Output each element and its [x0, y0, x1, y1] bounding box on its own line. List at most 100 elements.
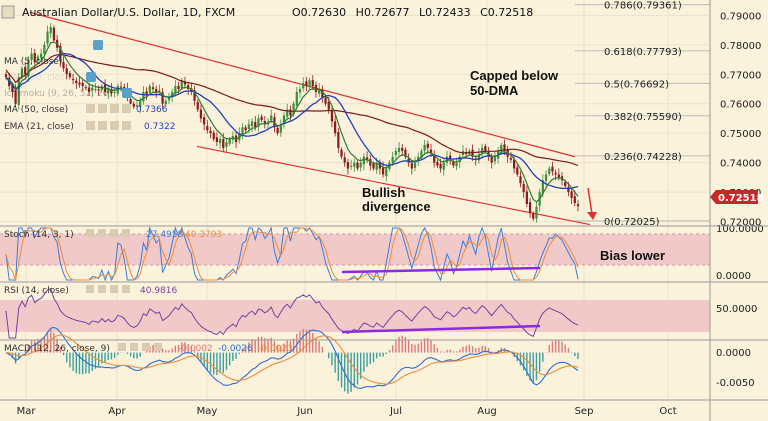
- candle-body: [193, 90, 196, 101]
- rsi-label[interactable]: RSI (14, close): [4, 286, 69, 296]
- candle-body: [270, 115, 273, 121]
- candle-body: [180, 80, 183, 88]
- candle-body: [528, 202, 532, 213]
- collapse-icon[interactable]: [1, 5, 15, 19]
- time-tick-label: Oct: [659, 406, 676, 417]
- candle-body: [151, 87, 155, 89]
- stoch-d-line: [5, 227, 579, 282]
- eye-icon[interactable]: [86, 229, 130, 237]
- macd-signal-value: -0.0023: [258, 344, 293, 354]
- candle-body: [570, 191, 573, 199]
- candle-body: [385, 168, 388, 177]
- candle-body: [576, 204, 580, 207]
- fib-label: 0.382(0.75590): [604, 112, 682, 123]
- candle-body: [381, 167, 385, 175]
- annotation-divergence: divergence: [362, 199, 431, 214]
- low-value: 0.72433: [425, 6, 471, 19]
- candle-body: [27, 59, 30, 77]
- candle-body: [337, 132, 340, 148]
- channel-lower-line[interactable]: [196, 145, 591, 226]
- eye-icon[interactable]: [118, 343, 162, 351]
- candle-body: [436, 162, 439, 166]
- candle-body: [91, 87, 94, 91]
- candle-body: [340, 149, 343, 157]
- macd-tick-label: 0.0000: [716, 348, 751, 359]
- candle-body: [254, 121, 257, 128]
- eye-icon[interactable]: [86, 104, 131, 130]
- candle-body: [49, 27, 52, 34]
- stoch-k-value: 27.4958: [146, 230, 183, 240]
- macd-hist-value: -0.0002: [178, 344, 213, 354]
- candle-body: [375, 162, 378, 170]
- price-tick-label: 0.76000: [720, 100, 761, 111]
- candle-body: [228, 139, 231, 144]
- candle-body: [302, 83, 305, 89]
- candle-body: [4, 74, 8, 78]
- candle-body: [196, 101, 199, 110]
- candle-body: [43, 44, 46, 54]
- candle-body: [174, 86, 177, 94]
- candle-body: [199, 109, 203, 119]
- candle-body: [327, 101, 330, 110]
- close-label: C: [480, 6, 488, 19]
- candle-body: [308, 80, 311, 88]
- ma200-line: [5, 54, 579, 167]
- candle-body: [334, 121, 337, 134]
- candle-body: [423, 144, 426, 151]
- candle-body: [369, 159, 372, 166]
- rsi-band: [0, 300, 710, 332]
- candle-body: [541, 180, 544, 194]
- candle-body: [87, 87, 91, 92]
- legend-ichimoku[interactable]: Ichimoku (9, 26, 52, 26): [4, 89, 112, 99]
- candle-body: [417, 156, 420, 161]
- macd-label[interactable]: MACD (12, 26, close, 9): [4, 344, 110, 354]
- candle-body: [97, 89, 100, 91]
- legend-ema21[interactable]: EMA (21, close): [4, 122, 74, 132]
- macd-signal-line: [5, 334, 579, 385]
- settings-icon[interactable]: [86, 40, 132, 98]
- candle-body: [481, 147, 484, 154]
- stoch-label[interactable]: Stoch (14, 3, 1): [4, 230, 74, 240]
- candle-body: [142, 91, 145, 102]
- candle-body: [557, 174, 560, 178]
- eye-icon[interactable]: [86, 285, 130, 293]
- candle-body: [391, 156, 394, 163]
- candle-body: [401, 147, 404, 151]
- candle-body: [78, 82, 81, 85]
- candle-body: [346, 162, 350, 169]
- legend-ma50-value: 0.7366: [136, 105, 168, 115]
- candle-body: [477, 153, 481, 161]
- candle-body: [567, 186, 570, 193]
- candle-body: [222, 139, 225, 148]
- candle-body: [500, 144, 503, 152]
- candle-body: [84, 87, 88, 89]
- candle-body: [247, 124, 250, 130]
- legend-ma200[interactable]: MA (200, close): [4, 73, 74, 83]
- candle-body: [177, 86, 180, 89]
- candle-body: [59, 45, 62, 61]
- fibonacci-levels[interactable]: 0.786(0.79361) 0.618(0.77793) 0.5(0.76692)…: [575, 1, 710, 228]
- candle-body: [282, 115, 286, 123]
- price-tick-label: 0.78000: [720, 41, 761, 52]
- stoch-band: [0, 234, 710, 265]
- candle-body: [279, 124, 282, 133]
- candle-body: [551, 166, 554, 172]
- candle-body: [135, 105, 139, 107]
- candle-body: [455, 162, 458, 167]
- fib-label: 0.618(0.77793): [604, 47, 682, 58]
- fib-label: 0.5(0.76692): [604, 79, 669, 90]
- price-tick-label: 0.74000: [720, 159, 761, 170]
- candle-body: [68, 73, 72, 78]
- legend-ma50[interactable]: MA (50, close): [4, 105, 68, 115]
- ma50-line: [5, 52, 579, 190]
- candle-body: [206, 126, 209, 131]
- candle-body: [209, 130, 212, 134]
- legend-ma5[interactable]: MA (5, close): [4, 57, 62, 67]
- macd-legend: MACD (12, 26, close, 9) -0.0002 -0.0026 …: [4, 343, 293, 354]
- candle-body: [203, 117, 206, 125]
- candle-body: [426, 143, 429, 148]
- axes: 0.79000 0.78000 0.77000 0.76000 0.75000 0.740…: [17, 11, 764, 417]
- candle-body: [295, 91, 298, 106]
- candle-body: [183, 81, 187, 85]
